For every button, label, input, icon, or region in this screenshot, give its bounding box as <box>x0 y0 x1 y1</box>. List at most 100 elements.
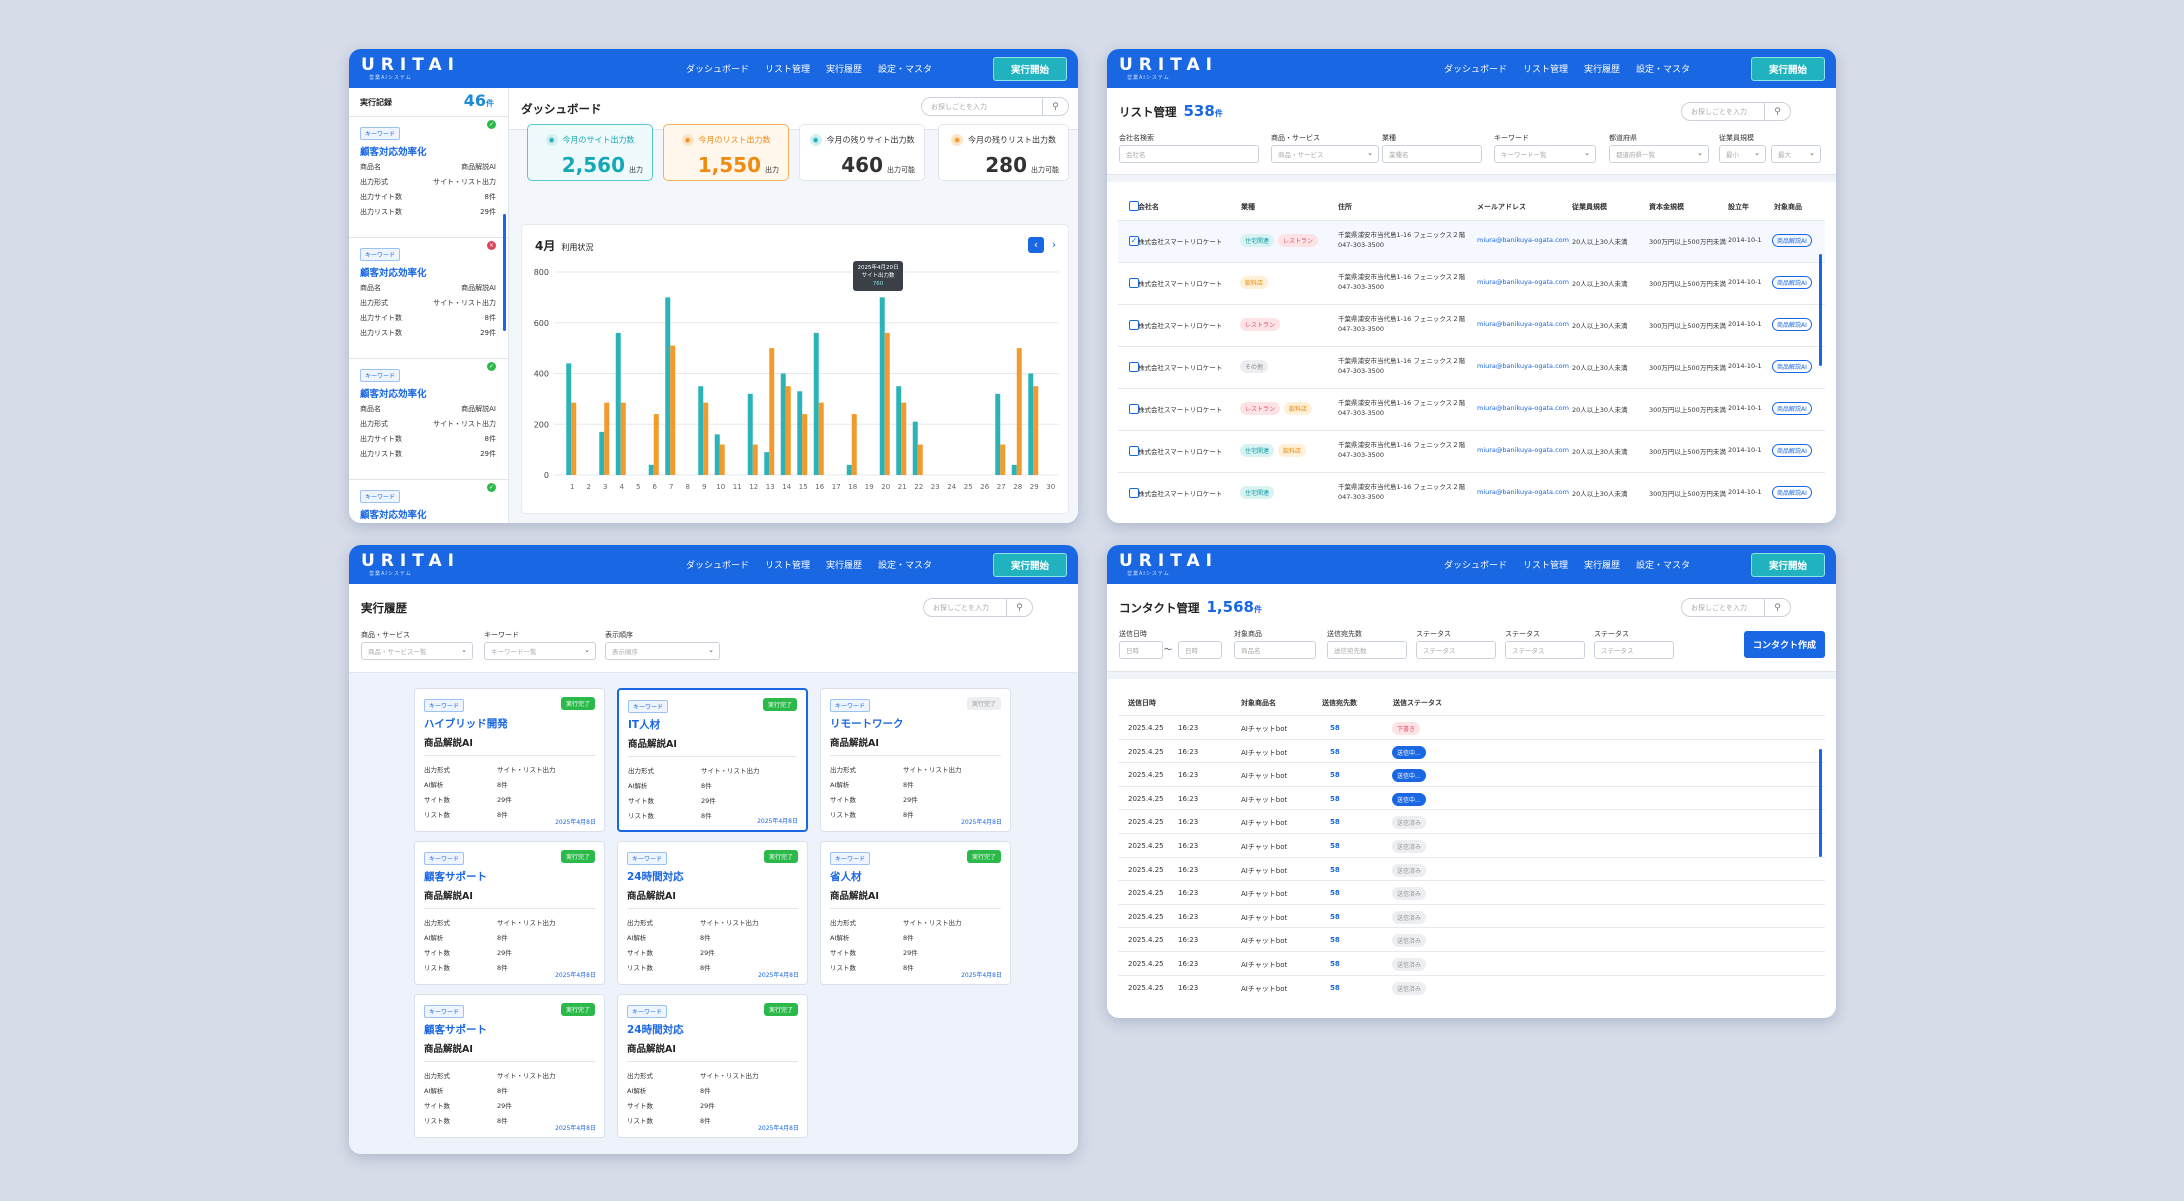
table-row[interactable]: 株式会社スマートリロケート その他 千葉県浦安市当代島1-16 フェニックス２階 04… <box>1118 346 1825 388</box>
email-link[interactable]: miura@banikuya-ogata.com <box>1477 404 1569 412</box>
app-logo[interactable]: URITAI <box>361 551 460 571</box>
nav-dashboard[interactable]: ダッシュボード <box>685 561 749 571</box>
filter-input[interactable]: ステータス <box>1416 641 1496 659</box>
table-row[interactable]: ✓ 株式会社スマートリロケート 住宅関連 レストラン 千葉県浦安市当代島1-16 フェニ… <box>1118 220 1825 262</box>
row-checkbox[interactable] <box>1129 278 1139 288</box>
history-card[interactable]: キーワード 実行完了 ハイブリッド開発 商品解説AI 出力形式 サイト・リスト出力 AI解析… <box>414 688 605 832</box>
history-card[interactable]: キーワード 実行完了 24時間対応 商品解説AI 出力形式 サイト・リスト出力 AI解析 8件… <box>617 841 808 985</box>
run-start-button[interactable]: 実行開始 <box>993 57 1067 81</box>
filter-input[interactable]: 業種名 <box>1382 145 1482 163</box>
recipient-count[interactable]: 58 <box>1330 724 1340 732</box>
column-header[interactable]: 業種 <box>1241 203 1255 211</box>
app-logo[interactable]: URITAI <box>1119 551 1218 571</box>
row-checkbox[interactable] <box>1129 488 1139 498</box>
card-title[interactable]: IT人材 <box>628 719 661 731</box>
execution-record[interactable]: キーワード ✓ 顧客対応効率化 商品名 商品解説AI 出力形式 サイト・リスト出力 出力サイト… <box>349 359 508 480</box>
table-row[interactable]: 2025.4.25 16:23 AIチャットbot 58 送信済み <box>1118 856 1825 881</box>
column-header[interactable]: 対象商品名 <box>1241 699 1276 707</box>
filter-select[interactable]: キーワード一覧 ⌄ <box>484 642 596 660</box>
table-row[interactable]: 2025.4.25 16:23 AIチャットbot 58 送信済み <box>1118 974 1825 999</box>
nav-dashboard[interactable]: ダッシュボード <box>1443 561 1507 571</box>
app-logo[interactable]: URITAI <box>361 55 460 75</box>
email-link[interactable]: miura@banikuya-ogata.com <box>1477 446 1569 454</box>
row-checkbox[interactable] <box>1129 446 1139 456</box>
product-tag[interactable]: 商品解説AI <box>1772 444 1812 457</box>
column-header[interactable]: 対象商品 <box>1774 203 1802 211</box>
bar[interactable] <box>884 332 890 475</box>
bar[interactable] <box>1033 386 1039 475</box>
search-icon[interactable]: ⚲ <box>1042 97 1068 116</box>
search-input[interactable]: お探しごとを入力 ⚲ <box>923 598 1033 617</box>
column-header[interactable]: 送信宛先数 <box>1322 699 1357 707</box>
bar[interactable] <box>1011 464 1017 475</box>
card-title[interactable]: 顧客サポート <box>424 1024 487 1036</box>
card-title[interactable]: リモートワーク <box>830 718 904 730</box>
email-link[interactable]: miura@banikuya-ogata.com <box>1477 320 1569 328</box>
nav-list[interactable]: リスト管理 <box>764 65 810 75</box>
bar[interactable] <box>1016 348 1022 475</box>
bar[interactable] <box>802 414 808 475</box>
bar[interactable] <box>879 297 885 475</box>
bar[interactable] <box>670 345 676 475</box>
bar[interactable] <box>719 444 725 475</box>
card-title[interactable]: ハイブリッド開発 <box>424 718 508 730</box>
column-header[interactable]: 従業員規模 <box>1572 203 1607 211</box>
product-tag[interactable]: 商品解説AI <box>1772 276 1812 289</box>
history-card[interactable]: キーワード 実行完了 顧客サポート 商品解説AI 出力形式 サイト・リスト出力 AI解析 8件… <box>414 841 605 985</box>
filter-input[interactable]: 商品名 <box>1234 641 1316 659</box>
nav-list[interactable]: リスト管理 <box>764 561 810 571</box>
product-tag[interactable]: 商品解説AI <box>1772 402 1812 415</box>
nav-settings[interactable]: 設定・マスタ <box>1635 561 1690 571</box>
run-start-button[interactable]: 実行開始 <box>993 553 1067 577</box>
nav-history[interactable]: 実行履歴 <box>1583 561 1620 571</box>
execution-record[interactable]: キーワード × 顧客対応効率化 商品名 商品解説AI 出力形式 サイト・リスト出力 出力サイト… <box>349 238 508 359</box>
history-card[interactable]: キーワード 実行完了 24時間対応 商品解説AI 出力形式 サイト・リスト出力 AI解析 8件… <box>617 994 808 1138</box>
table-row[interactable]: 株式会社スマートリロケート 住宅関連 飲料店 千葉県浦安市当代島1-16 フェニックス… <box>1118 430 1825 472</box>
row-checkbox[interactable] <box>1129 404 1139 414</box>
nav-settings[interactable]: 設定・マスタ <box>877 561 932 571</box>
bar[interactable] <box>818 402 824 475</box>
recipient-count[interactable]: 58 <box>1330 747 1340 756</box>
sidebar-scrollbar[interactable] <box>503 214 506 331</box>
filter-input[interactable]: キーワード一覧 ⌄ <box>1494 145 1596 163</box>
recipient-count[interactable]: 58 <box>1330 983 1340 992</box>
nav-history[interactable]: 実行履歴 <box>825 561 862 571</box>
bar[interactable] <box>896 386 902 475</box>
table-row[interactable]: 株式会社スマートリロケート 飲料店 千葉県浦安市当代島1-16 フェニックス２階 04… <box>1118 262 1825 304</box>
chart-next-button[interactable]: › <box>1051 238 1057 251</box>
filter-select[interactable]: 表示順序 ⌄ <box>605 642 720 660</box>
nav-history[interactable]: 実行履歴 <box>825 65 862 75</box>
bar[interactable] <box>813 332 819 475</box>
filter-input[interactable]: 日時 <box>1178 641 1222 659</box>
column-header[interactable]: 住所 <box>1338 203 1352 211</box>
bar[interactable] <box>714 434 720 475</box>
column-header[interactable]: 資本金規模 <box>1649 203 1684 211</box>
create-contact-button[interactable]: コンタクト作成 <box>1744 631 1825 658</box>
chart-prev-button[interactable]: ‹ <box>1028 237 1044 253</box>
search-icon[interactable]: ⚲ <box>1764 102 1790 121</box>
bar[interactable] <box>615 332 621 475</box>
bar[interactable] <box>653 414 659 475</box>
bar[interactable] <box>780 373 786 476</box>
table-row[interactable]: 2025.4.25 16:23 AIチャットbot 58 送信済み <box>1118 951 1825 975</box>
bar[interactable] <box>846 464 852 475</box>
bar[interactable] <box>620 402 626 475</box>
record-title[interactable]: 顧客対応効率化 <box>360 510 427 521</box>
recipient-count[interactable]: 58 <box>1330 865 1340 874</box>
table-row[interactable]: 2025.4.25 16:23 AIチャットbot 58 送信中... <box>1118 738 1825 763</box>
bar[interactable] <box>769 348 775 475</box>
table-row[interactable]: 2025.4.25 16:23 AIチャットbot 58 送信済み <box>1118 903 1825 928</box>
history-card[interactable]: キーワード 実行完了 IT人材 商品解説AI 出力形式 サイト・リスト出力 AI解析 8件 サイ… <box>617 688 808 832</box>
email-link[interactable]: miura@banikuya-ogata.com <box>1477 488 1569 496</box>
column-header[interactable]: 設立年 <box>1728 203 1749 211</box>
recipient-count[interactable]: 58 <box>1330 794 1340 803</box>
recipient-count[interactable]: 58 <box>1330 771 1340 780</box>
row-checkbox[interactable] <box>1129 320 1139 330</box>
product-tag[interactable]: 商品解説AI <box>1772 318 1812 331</box>
nav-dashboard[interactable]: ダッシュボード <box>685 65 749 75</box>
column-header[interactable]: メールアドレス <box>1477 203 1526 211</box>
bar[interactable] <box>1000 444 1006 475</box>
table-row[interactable]: 株式会社スマートリロケート 住宅関連 千葉県浦安市当代島1-16 フェニックス２階 0… <box>1118 472 1825 514</box>
execution-record[interactable]: キーワード ✓ 顧客対応効率化 商品名 商品解説AI 出力形式 サイト・リスト出力 出力サイト… <box>349 117 508 238</box>
app-logo[interactable]: URITAI <box>1119 55 1218 75</box>
